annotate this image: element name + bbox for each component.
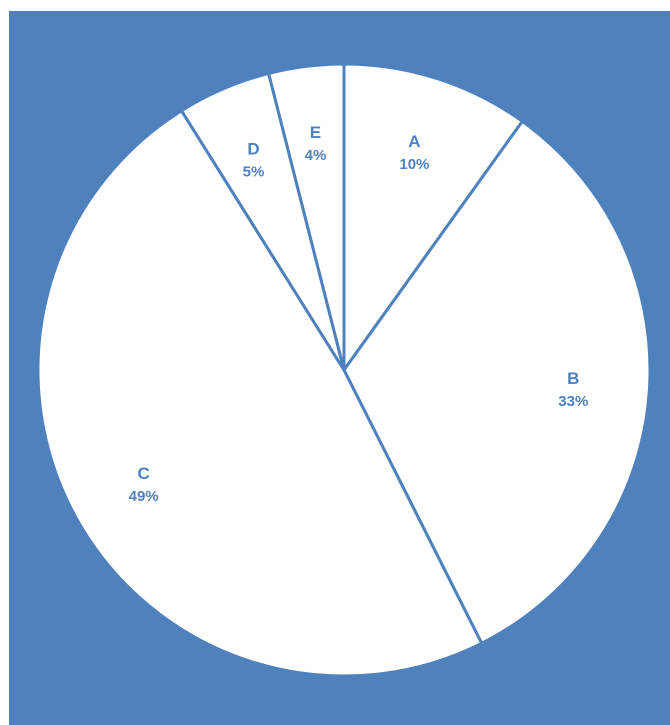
pie-labels: A 10% B 33% C 49% D 5% E 4%	[129, 123, 589, 505]
slice-label-b: B	[567, 369, 579, 388]
pie-slice-b	[342, 119, 652, 645]
chart-panel: A 10% B 33% C 49% D 5% E 4%	[9, 11, 670, 725]
slice-percent-a: 10%	[399, 156, 429, 173]
pie-slice-c	[36, 109, 484, 678]
slice-percent-d: 5%	[243, 164, 265, 181]
pie-slice-a	[342, 62, 524, 372]
slice-percent-e: 4%	[305, 147, 327, 164]
slice-label-a: A	[408, 132, 420, 151]
pie-slices	[36, 62, 652, 678]
slice-percent-c: 49%	[129, 488, 159, 505]
slice-percent-b: 33%	[558, 393, 588, 410]
slice-label-d: D	[247, 140, 259, 159]
pie-chart: A 10% B 33% C 49% D 5% E 4%	[36, 62, 652, 678]
slice-label-c: C	[137, 464, 149, 483]
pie-slice-e	[267, 62, 346, 372]
slice-label-e: E	[310, 123, 321, 142]
